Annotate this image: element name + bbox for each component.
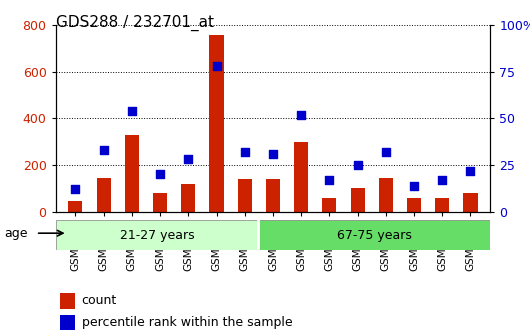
Point: [354, 162, 362, 168]
Point: [382, 149, 390, 155]
Text: 21-27 years: 21-27 years: [120, 229, 195, 242]
Bar: [294, 142, 308, 212]
Bar: [181, 184, 196, 212]
Bar: [463, 193, 478, 212]
Bar: [266, 179, 280, 212]
Bar: [56, 220, 259, 250]
Bar: [60, 315, 75, 331]
Point: [241, 149, 249, 155]
Point: [438, 177, 446, 183]
Point: [297, 112, 305, 117]
Bar: [96, 178, 111, 212]
Bar: [379, 178, 393, 212]
Bar: [350, 188, 365, 212]
Bar: [60, 293, 75, 308]
Bar: [322, 198, 337, 212]
Bar: [259, 220, 490, 250]
Bar: [237, 179, 252, 212]
Text: percentile rank within the sample: percentile rank within the sample: [82, 316, 293, 329]
Point: [100, 148, 108, 153]
Bar: [125, 135, 139, 212]
Point: [466, 168, 475, 173]
Point: [71, 186, 80, 192]
Point: [184, 157, 192, 162]
Bar: [435, 198, 449, 212]
Bar: [209, 35, 224, 212]
Bar: [68, 201, 83, 212]
Text: age: age: [4, 227, 28, 240]
Point: [213, 64, 221, 69]
Point: [325, 177, 333, 183]
Text: 67-75 years: 67-75 years: [337, 229, 412, 242]
Point: [128, 108, 136, 114]
Text: GDS288 / 232701_at: GDS288 / 232701_at: [56, 15, 214, 31]
Point: [410, 183, 418, 188]
Bar: [407, 198, 421, 212]
Bar: [153, 193, 167, 212]
Point: [156, 172, 164, 177]
Point: [269, 151, 277, 157]
Text: count: count: [82, 294, 117, 307]
